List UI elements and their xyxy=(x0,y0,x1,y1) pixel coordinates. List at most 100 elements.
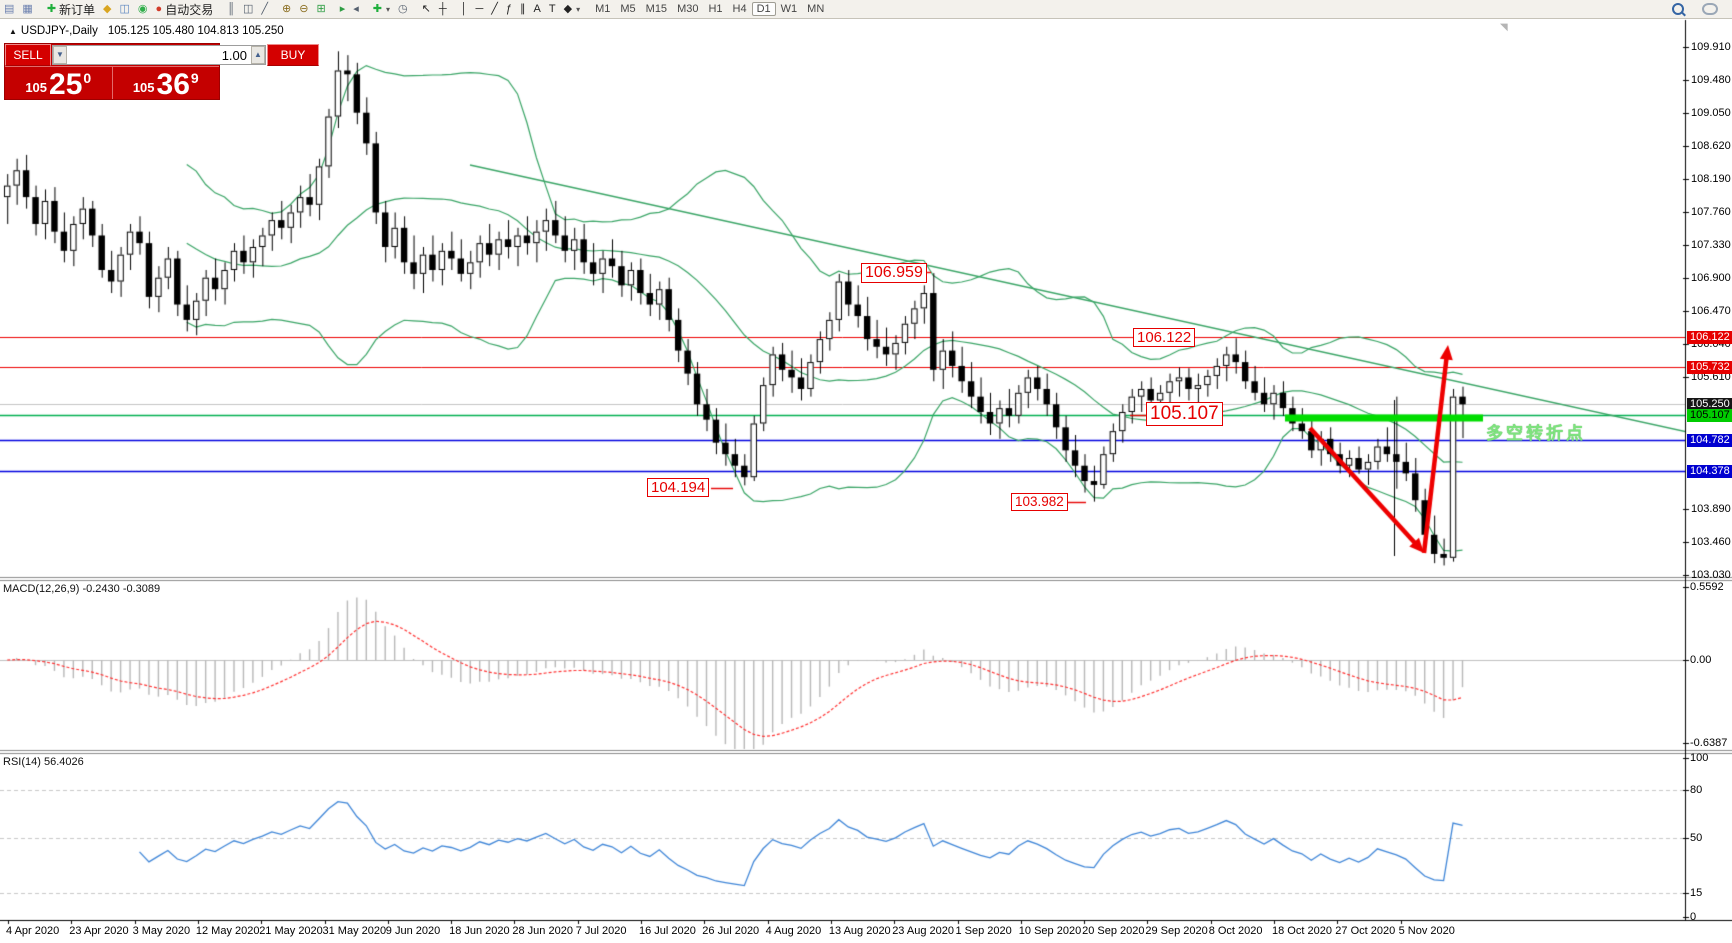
macd-indicator-label: MACD(12,26,9) -0.2430 -0.3089 xyxy=(3,583,161,595)
date-axis-label: 10 Sep 2020 xyxy=(1018,925,1082,937)
rsi-axis-tick-label: 50 xyxy=(1690,832,1703,844)
price-annotation-box[interactable]: 106.122 xyxy=(1133,328,1196,348)
timeframe-m15-button[interactable]: M15 xyxy=(645,3,668,15)
timeframe-d1-button[interactable]: D1 xyxy=(751,2,776,16)
horizontal-line-tool-button[interactable]: ─ xyxy=(471,1,487,17)
search-button[interactable] xyxy=(1668,1,1688,17)
price-axis-tick-label: 103.460 xyxy=(1691,535,1731,548)
auto-trading-label: 自动交易 xyxy=(165,2,214,17)
date-axis-label: 31 May 2020 xyxy=(322,925,387,937)
zoom-in-button[interactable]: ⊕ xyxy=(278,1,295,17)
rsi-axis-tick-label: 100 xyxy=(1690,752,1709,764)
crosshair-tool-button[interactable]: ┼ xyxy=(435,1,451,17)
rsi-axis-tick-label: 15 xyxy=(1690,887,1703,899)
sell-button[interactable]: SELL xyxy=(5,44,51,66)
chart-profile-button[interactable]: ▦ xyxy=(18,1,36,17)
timeframe-group: M1 M5 M15 M30 H1 H4 D1 W1 MN xyxy=(590,2,829,16)
date-axis-label: 16 Jul 2020 xyxy=(639,925,696,937)
date-axis-label: 20 Sep 2020 xyxy=(1082,925,1145,937)
timeframe-m1-button[interactable]: M1 xyxy=(595,3,611,15)
toolbar: ▤ ▦ ✚ 新订单 ◆ ◫ ◉ ● 自动交易 ║ ◫ ╱ ⊕ ⊖ ⊞ ▸ ◂ ✚ ▾ ◷ ↖ ┼ │ ─ ╱ ƒ ∥ A T ◆ ▾ M1 M… xyxy=(0,0,1732,19)
bar-chart-mode-button[interactable]: ║ xyxy=(223,1,239,17)
vertical-line-tool-button[interactable]: │ xyxy=(457,1,472,17)
trendline-tool-button[interactable]: ╱ xyxy=(487,1,502,17)
shapes-tool-button[interactable]: ◆ ▾ xyxy=(560,1,584,17)
price-annotation-box[interactable]: 106.959 xyxy=(861,263,927,284)
date-axis-label: 13 Aug 2020 xyxy=(828,925,891,937)
tile-windows-button[interactable]: ⊞ xyxy=(312,1,329,17)
add-indicator-button[interactable]: ✚ ▾ xyxy=(369,1,394,17)
history-center-button[interactable]: ◆ xyxy=(99,1,115,17)
chat-button[interactable] xyxy=(1698,1,1722,17)
period-clock-icon: ◷ xyxy=(397,2,408,15)
candlestick-mode-button[interactable]: ◫ xyxy=(239,1,257,17)
cursor-tool-icon: ↖ xyxy=(421,2,431,15)
zoom-out-icon: ⊖ xyxy=(299,2,309,15)
period-clock-button[interactable]: ◷ xyxy=(394,1,412,17)
sell-price-quote[interactable]: 105 25 0 xyxy=(5,67,113,100)
chart-shift-button[interactable]: ◂ xyxy=(349,1,363,17)
timeframe-mn-button[interactable]: MN xyxy=(807,3,825,15)
label-tool-button[interactable]: T xyxy=(545,1,560,17)
signals-icon: ◉ xyxy=(137,2,148,15)
chart-window-button[interactable]: ▤ xyxy=(0,1,18,17)
timeframe-h1-button[interactable]: H1 xyxy=(708,3,723,15)
price-annotation-box[interactable]: 104.194 xyxy=(647,478,710,498)
auto-scroll-button[interactable]: ▸ xyxy=(336,1,350,17)
expand-icon[interactable]: ▲ xyxy=(9,27,17,36)
price-axis-tick-label: 106.470 xyxy=(1691,304,1731,317)
date-axis-label: 29 Sep 2020 xyxy=(1145,925,1208,937)
line-chart-mode-icon: ╱ xyxy=(261,2,269,15)
chart-title: ▲ USDJPY-,Daily 105.125 105.480 104.813 10… xyxy=(9,25,284,37)
price-axis-tick-label: 108.190 xyxy=(1691,172,1731,185)
zoom-out-button[interactable]: ⊖ xyxy=(295,1,312,17)
signals-button[interactable]: ◉ xyxy=(134,1,152,17)
vertical-line-tool-icon: │ xyxy=(460,2,468,15)
date-axis-label: 18 Oct 2020 xyxy=(1272,925,1332,937)
tile-windows-icon: ⊞ xyxy=(316,2,326,15)
text-tool-button[interactable]: A xyxy=(530,1,545,17)
price-axis-tick-label: 109.910 xyxy=(1691,40,1731,53)
buy-button[interactable]: BUY xyxy=(267,44,319,66)
date-axis-label: 12 May 2020 xyxy=(195,925,260,937)
auto-trading-button[interactable]: ● 自动交易 xyxy=(152,1,218,17)
pivot-note-text[interactable]: 多空转折点 xyxy=(1486,424,1586,443)
fibonacci-tool-button[interactable]: ƒ xyxy=(502,1,516,17)
new-order-button[interactable]: ✚ 新订单 xyxy=(43,1,99,17)
chart-profile-icon: ▦ xyxy=(22,2,33,15)
meta-editor-button[interactable]: ◫ xyxy=(116,1,134,17)
chart-shift-marker: ◥ xyxy=(1500,22,1508,33)
date-axis-label: 3 May 2020 xyxy=(132,925,191,937)
line-chart-mode-button[interactable]: ╱ xyxy=(257,1,272,17)
price-axis-badge: 105.107 xyxy=(1687,408,1732,422)
date-axis-label: 7 Jul 2020 xyxy=(575,925,627,937)
timeframe-h4-button[interactable]: H4 xyxy=(732,3,747,15)
channel-tool-button[interactable]: ∥ xyxy=(516,1,530,17)
volume-stepper: ▼ ▲ xyxy=(52,45,266,65)
price-annotation-box[interactable]: 105.107 xyxy=(1146,402,1223,426)
channel-tool-icon: ∥ xyxy=(520,2,526,15)
date-axis-label: 18 Jun 2020 xyxy=(449,925,510,937)
price-axis-tick-label: 106.900 xyxy=(1691,271,1731,284)
candlestick-mode-icon: ◫ xyxy=(243,2,254,15)
cursor-tool-button[interactable]: ↖ xyxy=(418,1,435,17)
auto-trading-icon: ● xyxy=(155,2,163,15)
symbol-period-label: USDJPY-,Daily xyxy=(20,25,98,37)
price-annotation-box[interactable]: 103.982 xyxy=(1011,493,1068,511)
timeframe-m30-button[interactable]: M30 xyxy=(677,3,699,15)
price-axis-badge: 105.250 xyxy=(1687,397,1732,411)
volume-increase-button[interactable]: ▲ xyxy=(251,46,265,64)
timeframe-m5-button[interactable]: M5 xyxy=(620,3,636,15)
volume-input[interactable] xyxy=(67,46,251,64)
price-axis-badge: 106.122 xyxy=(1687,330,1732,344)
date-axis-label: 23 Aug 2020 xyxy=(892,925,954,937)
chat-icon xyxy=(1702,3,1718,15)
volume-decrease-button[interactable]: ▼ xyxy=(53,46,67,64)
price-axis-tick-label: 107.760 xyxy=(1691,205,1731,218)
chart-window-icon: ▤ xyxy=(4,2,15,15)
buy-price-quote[interactable]: 105 36 9 xyxy=(132,68,199,101)
rsi-axis-tick-label: 80 xyxy=(1690,784,1703,796)
price-axis-tick-label: 108.620 xyxy=(1691,139,1731,152)
timeframe-w1-button[interactable]: W1 xyxy=(780,3,798,15)
